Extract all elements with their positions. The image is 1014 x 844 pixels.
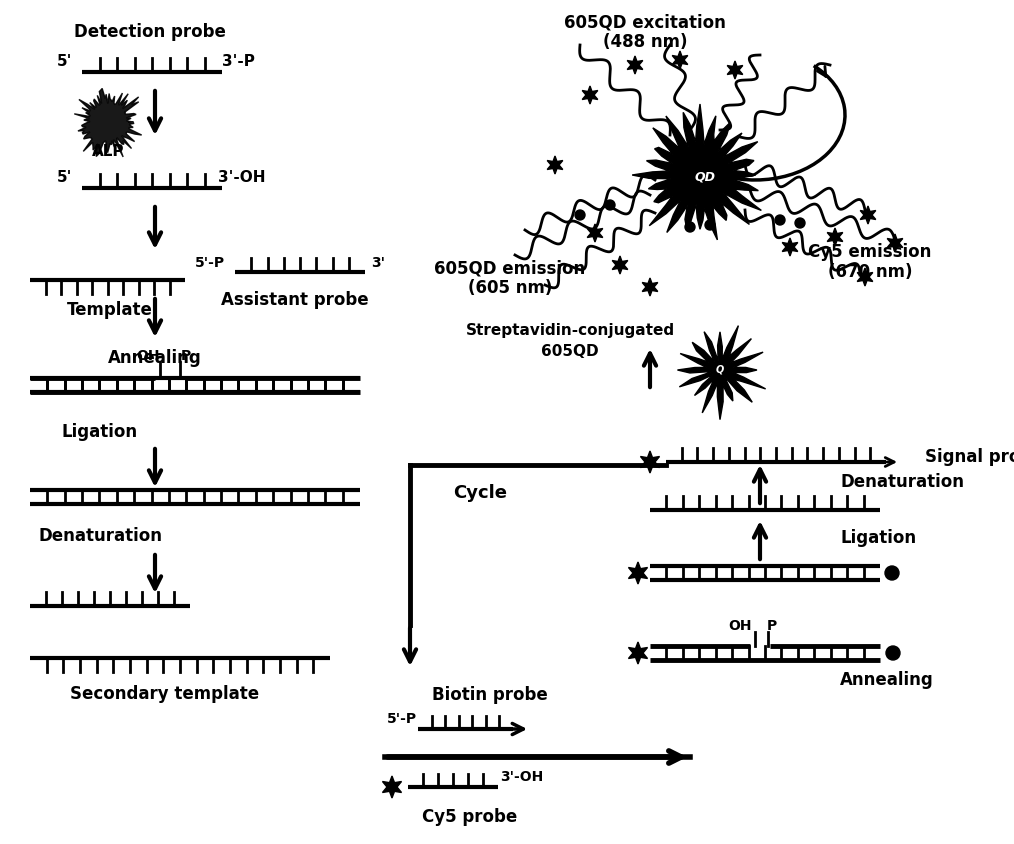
Text: 605QD emission: 605QD emission — [434, 259, 586, 277]
Text: (605 nm): (605 nm) — [467, 279, 553, 297]
Text: P: P — [180, 349, 191, 363]
Polygon shape — [382, 776, 402, 798]
Text: 3'-OH: 3'-OH — [218, 170, 266, 186]
Text: Q: Q — [716, 365, 724, 375]
Text: Biotin probe: Biotin probe — [432, 686, 548, 704]
Text: Secondary template: Secondary template — [70, 685, 260, 703]
Text: 3'-P: 3'-P — [222, 55, 255, 69]
Polygon shape — [827, 228, 843, 246]
Polygon shape — [857, 268, 873, 286]
Text: Denaturation: Denaturation — [38, 527, 162, 545]
Text: 5': 5' — [58, 170, 73, 186]
Text: Assistant probe: Assistant probe — [221, 291, 369, 309]
Polygon shape — [641, 451, 659, 473]
Polygon shape — [632, 104, 762, 240]
Polygon shape — [628, 56, 643, 74]
Circle shape — [885, 566, 899, 580]
Text: OH: OH — [136, 349, 160, 363]
Text: Denaturation: Denaturation — [840, 473, 964, 491]
Polygon shape — [582, 86, 598, 104]
Text: QD: QD — [695, 170, 716, 183]
Text: Annealing: Annealing — [108, 349, 202, 367]
Text: 3'-OH: 3'-OH — [500, 770, 544, 784]
Text: 605QD: 605QD — [541, 344, 599, 360]
Text: Cy5 probe: Cy5 probe — [423, 808, 517, 826]
Text: ALP: ALP — [91, 144, 125, 160]
Polygon shape — [727, 61, 743, 79]
Text: Template: Template — [67, 301, 153, 319]
Text: P: P — [767, 619, 777, 633]
Text: Cy5 emission: Cy5 emission — [808, 243, 932, 261]
Text: Cycle: Cycle — [453, 484, 507, 502]
Polygon shape — [677, 326, 766, 419]
Text: Annealing: Annealing — [840, 671, 934, 689]
Polygon shape — [629, 562, 648, 584]
Circle shape — [605, 200, 615, 210]
Polygon shape — [74, 89, 142, 157]
Text: 605QD excitation: 605QD excitation — [564, 13, 726, 31]
Polygon shape — [782, 238, 798, 256]
Text: Ligation: Ligation — [62, 423, 138, 441]
Circle shape — [685, 222, 695, 232]
Text: Detection probe: Detection probe — [74, 23, 226, 41]
Circle shape — [795, 218, 805, 228]
Text: 5'-P: 5'-P — [195, 256, 225, 270]
Text: Streptavidin-conjugated: Streptavidin-conjugated — [465, 322, 674, 338]
Text: Ligation: Ligation — [840, 529, 916, 547]
Circle shape — [886, 646, 900, 660]
Polygon shape — [860, 206, 876, 224]
Polygon shape — [587, 224, 602, 242]
Circle shape — [705, 220, 715, 230]
Circle shape — [575, 210, 585, 220]
Text: 3': 3' — [371, 256, 385, 270]
Text: OH: OH — [728, 619, 751, 633]
Text: (488 nm): (488 nm) — [602, 33, 687, 51]
Polygon shape — [887, 234, 902, 252]
Polygon shape — [629, 642, 648, 664]
Polygon shape — [642, 278, 658, 296]
Text: Signal probe: Signal probe — [925, 448, 1014, 466]
Text: 5'-P: 5'-P — [387, 712, 417, 726]
Text: (670 nm): (670 nm) — [827, 263, 913, 281]
Text: 5': 5' — [58, 55, 73, 69]
Polygon shape — [612, 256, 628, 274]
Polygon shape — [672, 51, 687, 69]
Circle shape — [775, 215, 785, 225]
Polygon shape — [548, 156, 563, 174]
